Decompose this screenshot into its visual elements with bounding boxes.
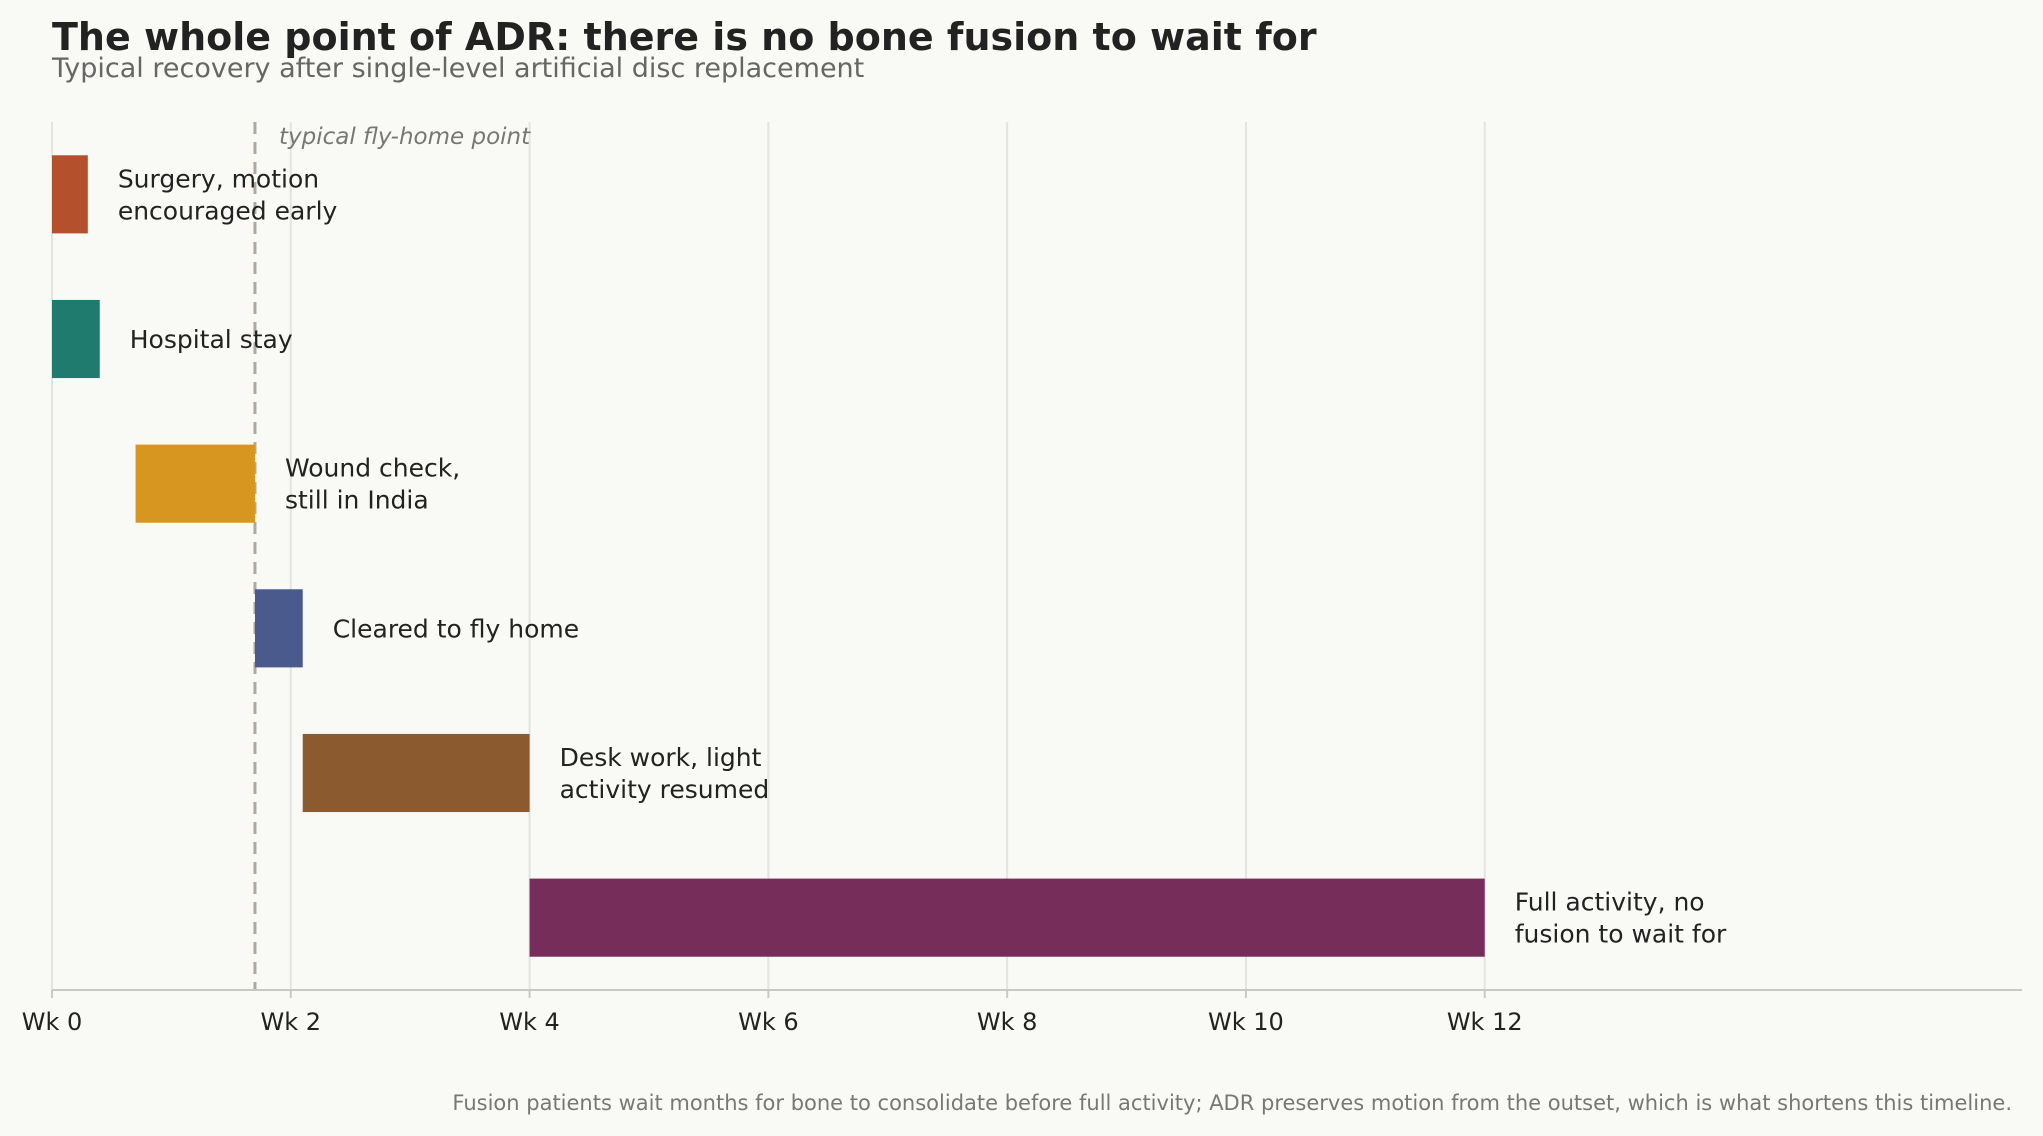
phase-label: Desk work, light activity resumed [560,743,770,804]
phase-bar [302,733,530,813]
x-tick-label: Wk 8 [977,1008,1038,1036]
phase-bar [135,444,255,523]
phase-label: Cleared to fly home [333,614,579,643]
phase-label: Full activity, no fusion to wait for [1515,888,1727,949]
fly-home-annotation: typical fly-home point [279,124,531,150]
reference-line-group: typical fly-home point [253,122,531,990]
x-tick-label: Wk 2 [261,1008,322,1036]
x-tick-label: Wk 0 [22,1008,83,1036]
bars-group: Surgery, motion encouraged early Hospital … [52,155,1727,957]
phase-bar [52,155,88,234]
phase-label: Wound check, still in India [285,454,460,515]
phase-label: Surgery, motion encouraged early [118,164,338,225]
x-tick-label: Wk 10 [1208,1008,1284,1036]
chart-subtitle: Typical recovery after single-level arti… [51,53,864,84]
gridlines [51,122,1486,990]
phase-bar [254,589,303,668]
x-tick-label: Wk 12 [1447,1008,1523,1036]
chart-footnote: Fusion patients wait months for bone to … [452,1091,2012,1115]
phase-label: Hospital stay [130,325,293,354]
x-tick-label: Wk 4 [499,1008,560,1036]
chart-title: The whole point of ADR: there is no bone… [52,15,1317,59]
phase-bar [529,878,1485,957]
phase-bar [52,299,100,379]
x-tick-label: Wk 6 [738,1008,799,1036]
x-axis-ticks: Wk 0 Wk 2 Wk 4 Wk 6 Wk 8 Wk 10 Wk 12 [22,990,1523,1036]
